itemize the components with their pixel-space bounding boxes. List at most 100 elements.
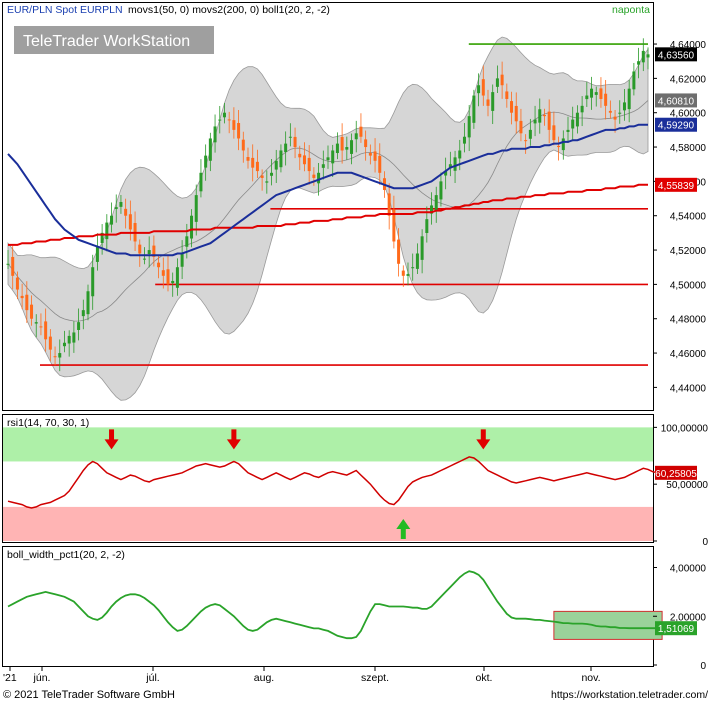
candle-body-30: [147, 250, 151, 255]
candle-body-78: [373, 151, 377, 161]
candle-body-74: [354, 133, 358, 140]
candle-body-23: [114, 207, 118, 209]
candle-body-60: [288, 136, 292, 138]
candle-body-41: [199, 172, 203, 192]
ma50-last-label-bg: [655, 117, 697, 132]
candle-body-19: [95, 246, 99, 262]
candle-body-3: [20, 295, 24, 299]
candle-body-6: [34, 322, 38, 324]
bw-ytick-label-0: 0: [700, 661, 706, 672]
candle-body-56: [270, 172, 274, 176]
bw-line: [7, 570, 658, 640]
candle-body-52: [251, 157, 255, 168]
candle-body-88: [420, 236, 424, 260]
candle-body-50: [241, 139, 245, 151]
candle-body-72: [345, 147, 349, 150]
candle-body-102: [486, 99, 490, 106]
candle-body-133: [632, 71, 636, 90]
price-ytick-label-7: 4,58000: [670, 143, 707, 154]
candle-body-94: [448, 164, 452, 169]
candle-body-34: [166, 269, 170, 285]
price-ytick-label-8: 4,60000: [670, 109, 707, 120]
candle-body-128: [608, 110, 612, 113]
bw-ytick-label-1: 2,00000: [670, 612, 707, 623]
candle-body-98: [467, 116, 471, 138]
candle-body-58: [279, 150, 283, 168]
candle-body-39: [190, 215, 194, 239]
candle-body-21: [105, 222, 109, 240]
watermark-box: [14, 26, 214, 54]
x-tick-label-3: aug.: [254, 672, 274, 684]
candle-body-123: [585, 95, 589, 100]
candle-body-107: [510, 101, 514, 113]
candle-body-83: [397, 239, 401, 264]
candle-body-118: [561, 138, 565, 151]
ma200-last-label: 4,55839: [658, 181, 695, 192]
rsi-last-label: 60,25805: [655, 469, 697, 480]
candle-body-5: [30, 304, 34, 319]
candle-body-48: [232, 120, 236, 130]
candle-body-110: [524, 140, 528, 142]
rsi-panel: 0 50,00000 100,00000 60,25805: [3, 423, 708, 548]
candle-body-92: [439, 181, 443, 200]
rsi-ytick-label-2: 100,00000: [661, 423, 709, 434]
candle-body-8: [44, 321, 48, 340]
candle-body-37: [180, 253, 184, 267]
bw-highlight-box: [553, 610, 663, 640]
candle-body-73: [350, 140, 354, 154]
candle-body-76: [364, 139, 368, 148]
candle-body-91: [434, 195, 438, 211]
candle-body-77: [368, 152, 372, 156]
candle-body-28: [138, 244, 142, 254]
rsi-ytick-label-1: 50,00000: [666, 480, 708, 491]
candle-body-135: [641, 50, 645, 63]
bw-last-label: 1,51069: [658, 624, 695, 635]
candle-body-35: [171, 280, 175, 284]
rsi-last-label-bg: [655, 465, 697, 480]
candle-body-106: [505, 91, 509, 99]
candle-body-24: [119, 201, 123, 207]
candle-body-95: [453, 157, 457, 171]
candle-body-46: [222, 112, 226, 118]
candle-body-104: [495, 78, 499, 87]
candle-body-85: [406, 274, 410, 276]
price-ytick-label-3: 4,50000: [670, 280, 707, 291]
candle-body-26: [128, 214, 132, 230]
candle-body-96: [458, 150, 462, 159]
candle-body-89: [425, 219, 429, 234]
candle-body-11: [58, 353, 62, 358]
price-ytick-label-4: 4,52000: [670, 246, 707, 257]
bollinger-width-panel: 0 2,00000 4,00000 1,51069: [7, 564, 707, 672]
rsi-sell-arrow-2: [476, 429, 491, 450]
watermark-text: TeleTrader WorkStation: [23, 33, 190, 50]
candle-body-66: [317, 172, 321, 184]
candle-body-99: [472, 95, 476, 123]
candle-body-103: [491, 92, 495, 111]
candle-body-108: [514, 105, 518, 122]
candle-body-44: [213, 126, 217, 143]
candle-body-75: [359, 126, 363, 137]
rsi-sell-arrow-1: [226, 429, 241, 450]
candle-body-134: [637, 61, 641, 65]
candle-body-17: [86, 291, 90, 315]
candle-body-33: [161, 270, 165, 276]
candle-body-2: [15, 277, 19, 290]
candle-body-4: [25, 294, 29, 311]
candle-body-79: [378, 155, 382, 173]
candle-body-93: [444, 171, 448, 176]
x-tick-label-4: szept.: [361, 672, 389, 684]
rsi-ytick-label-0: 0: [702, 537, 708, 548]
chart-title: EUR/PLN Spot EURPLN: [7, 4, 123, 16]
candle-body-69: [331, 150, 335, 164]
candle-body-16: [81, 310, 85, 317]
candle-body-109: [519, 120, 523, 134]
bw-panel-frame: [2, 546, 654, 667]
price-ytick-label-9: 4,62000: [670, 74, 707, 85]
candle-body-62: [298, 153, 302, 158]
candle-body-7: [39, 326, 43, 328]
candle-body-36: [175, 267, 179, 288]
candle-body-81: [387, 193, 391, 216]
candle-body-126: [599, 88, 603, 99]
candle-body-63: [302, 155, 306, 165]
